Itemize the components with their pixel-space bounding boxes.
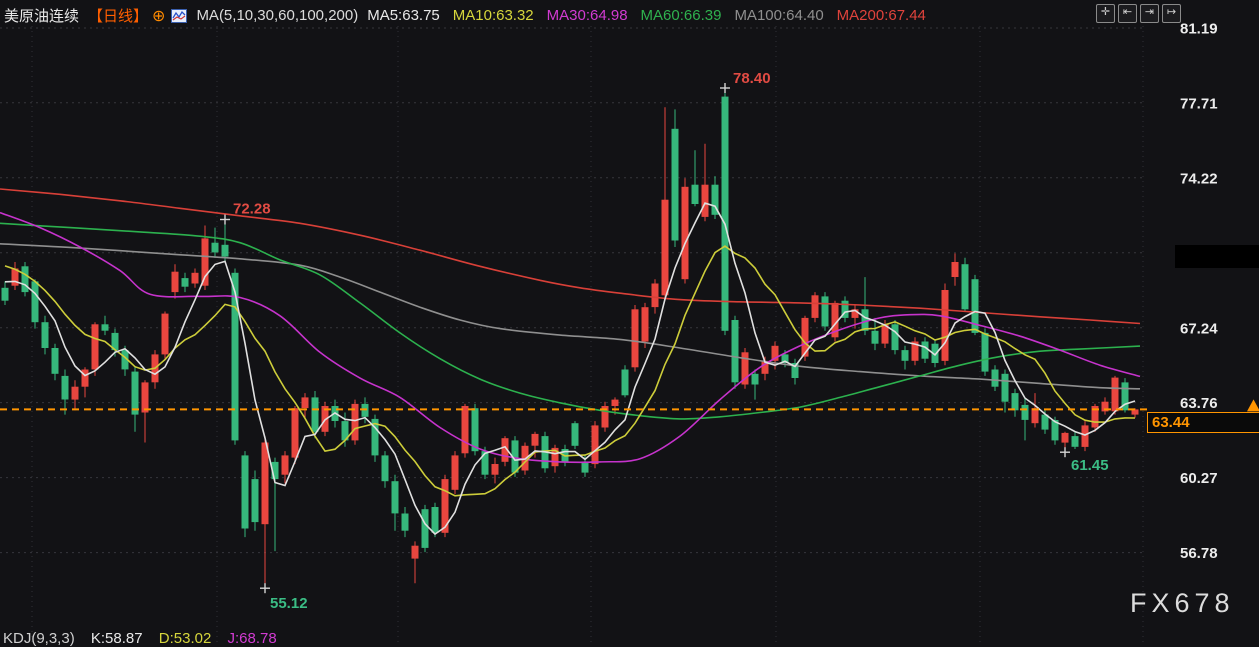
kdj-k-value: K:58.87 [90,630,143,647]
ma-value: MA100:64.40 [734,7,824,24]
svg-text:78.40: 78.40 [733,70,771,87]
svg-text:55.12: 55.12 [270,595,308,612]
scale-left-icon[interactable]: ⇤ [1118,4,1137,23]
pan-crosshair-icon[interactable]: ✛ [1096,4,1115,23]
ma-value: MA10:63.32 [452,7,534,24]
scale-right-icon[interactable]: ⇥ [1140,4,1159,23]
grid-lines [0,26,1145,643]
svg-text:60.27: 60.27 [1180,470,1218,487]
svg-text:72.28: 72.28 [233,201,271,218]
ma-value: MA60:66.39 [640,7,722,24]
svg-text:81.19: 81.19 [1180,21,1218,38]
shift-forward-icon[interactable]: ↦ [1162,4,1181,23]
svg-text:77.71: 77.71 [1180,95,1218,112]
ma-values-row: MA5:63.75 MA10:63.32 MA30:64.98 MA60:66.39 M… [367,7,939,24]
price-up-arrow-icon [1247,399,1259,412]
last-price-tag: 63.44 [1147,412,1259,433]
ma-value: MA200:67.44 [836,7,926,24]
kdj-indicator-row[interactable]: KDJ(9,3,3) K:58.87 D:53.02 J:68.78 [3,630,289,647]
last-price-value: 63.44 [1152,414,1190,431]
kdj-j-value: J:68.78 [227,630,277,647]
svg-text:74.22: 74.22 [1180,170,1218,187]
overlay-ma100 [0,243,1141,390]
svg-text:63.76: 63.76 [1180,395,1218,412]
ma-value: MA30:64.98 [546,7,628,24]
svg-text:56.78: 56.78 [1180,545,1218,562]
svg-text:67.24: 67.24 [1180,320,1218,337]
overlay-ma10 [4,245,1136,497]
kdj-d-value: D:53.02 [158,630,212,647]
kdj-settings-label: KDJ(9,3,3) [3,630,75,647]
candles [1,88,1139,589]
symbol-title: 美原油连续 [4,8,80,25]
circled-plus-icon[interactable]: ⊕ [152,7,166,25]
overlay-ma5 [4,202,1136,536]
fx678-watermark: FX678 [1130,588,1235,618]
overlay-ma200 [0,188,1141,325]
ma-value: MA5:63.75 [367,7,440,24]
overlay-ma60 [0,222,1141,420]
svg-text:61.45: 61.45 [1071,457,1109,474]
mini-chart-icon[interactable] [171,8,188,23]
price-markers: 72.28 78.40 55.12 61.45 [220,70,1109,612]
ma-settings-label: MA(5,10,30,60,100,200) [196,7,359,24]
period-selector[interactable]: 【日线】 [88,8,149,25]
chart-toolbar: ✛ ⇤ ⇥ ↦ [1096,4,1181,23]
overlay-ma30 [0,211,1141,464]
blacked-out-axis-label [1175,245,1259,268]
chart-header: 美原油连续 【日线】 ⊕ MA(5,10,30,60,100,200) MA5:… [4,5,948,26]
price-axis: 81.19 77.71 74.22 67.24 63.76 60.27 56.78 [1180,21,1218,563]
